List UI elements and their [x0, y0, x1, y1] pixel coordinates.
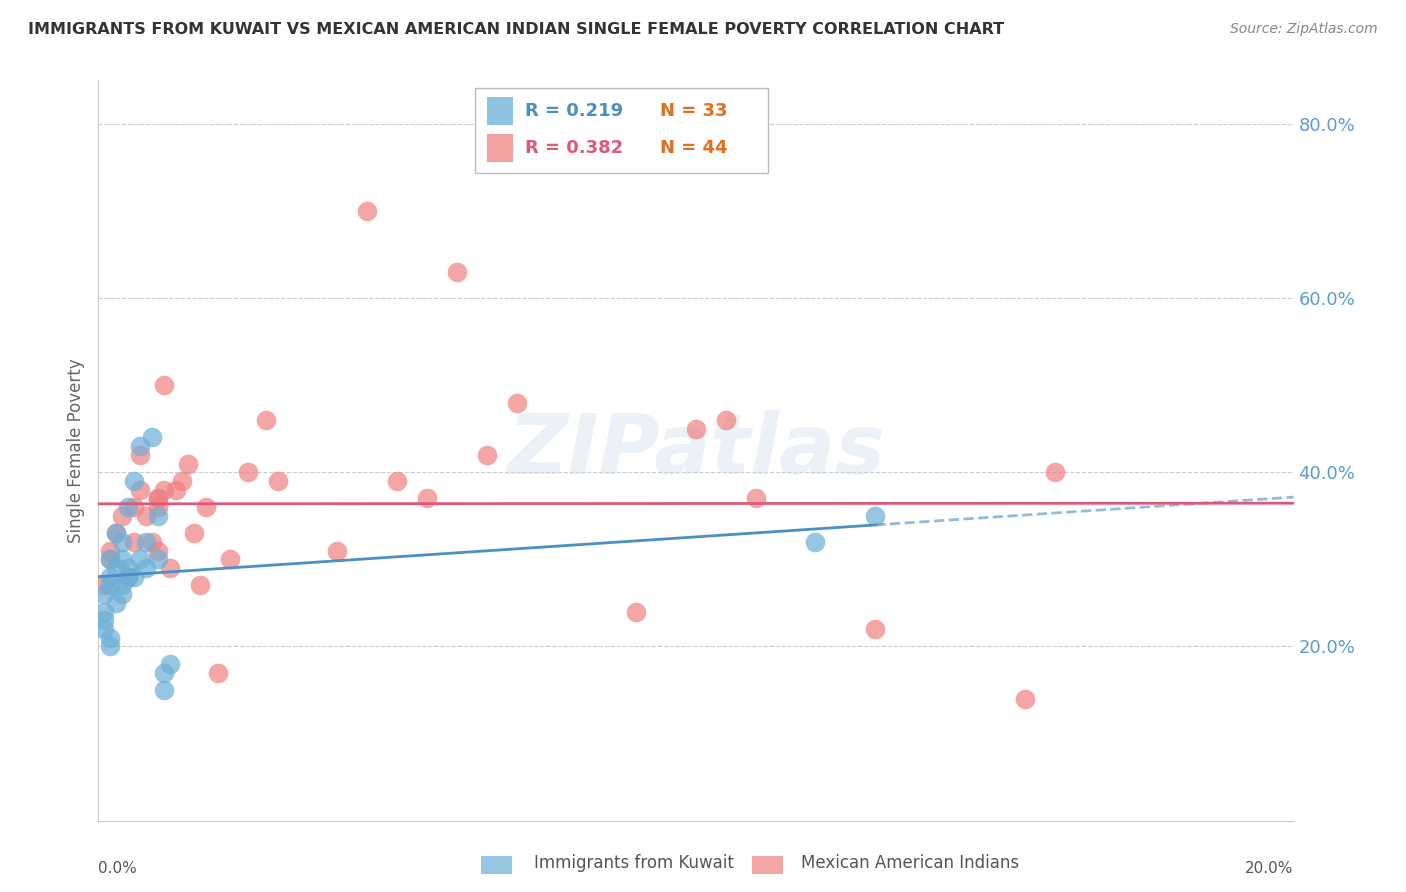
Point — [105, 596, 128, 610]
Point — [385, 474, 409, 488]
Point — [98, 640, 122, 654]
Text: ZIPatlas: ZIPatlas — [508, 410, 884, 491]
Point — [93, 613, 115, 627]
Text: Immigrants from Kuwait: Immigrants from Kuwait — [534, 855, 734, 872]
Point — [105, 561, 128, 575]
Point — [93, 622, 115, 636]
FancyBboxPatch shape — [475, 87, 768, 173]
Point — [626, 605, 648, 619]
Text: R = 0.382: R = 0.382 — [524, 138, 623, 157]
Point — [124, 570, 146, 584]
Point — [153, 683, 176, 698]
Point — [105, 526, 128, 541]
Point — [129, 483, 152, 497]
Point — [98, 543, 122, 558]
Text: Source: ZipAtlas.com: Source: ZipAtlas.com — [1230, 22, 1378, 37]
Point — [124, 535, 146, 549]
Text: N = 33: N = 33 — [661, 102, 728, 120]
Text: 0.0%: 0.0% — [98, 862, 138, 876]
Point — [111, 578, 134, 592]
Point — [98, 631, 122, 645]
Point — [165, 483, 187, 497]
FancyBboxPatch shape — [486, 134, 513, 161]
Y-axis label: Single Female Poverty: Single Female Poverty — [66, 359, 84, 542]
Point — [98, 552, 122, 566]
Point — [98, 570, 122, 584]
Text: N = 44: N = 44 — [661, 138, 728, 157]
Point — [159, 561, 181, 575]
Point — [129, 439, 152, 453]
Point — [135, 561, 157, 575]
Point — [148, 491, 170, 506]
Point — [865, 508, 887, 523]
Point — [98, 578, 122, 592]
Point — [105, 526, 128, 541]
Point — [111, 587, 134, 601]
Point — [475, 448, 498, 462]
Point — [177, 457, 200, 471]
Point — [153, 483, 176, 497]
Point — [93, 605, 115, 619]
Point — [506, 395, 529, 409]
Point — [141, 430, 163, 444]
Point — [148, 508, 170, 523]
Point — [326, 543, 349, 558]
Point — [124, 474, 146, 488]
Point — [129, 552, 152, 566]
Point — [93, 587, 115, 601]
Text: 20.0%: 20.0% — [1246, 862, 1294, 876]
Point — [207, 665, 229, 680]
FancyBboxPatch shape — [486, 96, 513, 125]
Point — [111, 535, 134, 549]
Point — [98, 552, 122, 566]
Point — [111, 552, 134, 566]
Point — [219, 552, 242, 566]
Point — [183, 526, 205, 541]
Text: IMMIGRANTS FROM KUWAIT VS MEXICAN AMERICAN INDIAN SINGLE FEMALE POVERTY CORRELAT: IMMIGRANTS FROM KUWAIT VS MEXICAN AMERIC… — [28, 22, 1004, 37]
Point — [148, 543, 170, 558]
Point — [356, 203, 378, 218]
Point — [172, 474, 194, 488]
Point — [1043, 465, 1066, 479]
Point — [148, 500, 170, 514]
Point — [148, 552, 170, 566]
Point — [153, 378, 176, 392]
Point — [416, 491, 439, 506]
Point — [685, 422, 707, 436]
Point — [188, 578, 211, 592]
Point — [135, 508, 157, 523]
Point — [446, 265, 468, 279]
Point — [117, 561, 139, 575]
Point — [148, 491, 170, 506]
Text: R = 0.219: R = 0.219 — [524, 102, 623, 120]
Point — [195, 500, 218, 514]
Point — [804, 535, 827, 549]
Point — [714, 413, 737, 427]
Point — [117, 570, 139, 584]
Point — [117, 500, 139, 514]
Point — [267, 474, 290, 488]
Point — [129, 448, 152, 462]
Point — [236, 465, 259, 479]
Text: Mexican American Indians: Mexican American Indians — [801, 855, 1019, 872]
Point — [865, 622, 887, 636]
Point — [1014, 691, 1036, 706]
Point — [111, 508, 134, 523]
Point — [159, 657, 181, 671]
Point — [93, 578, 115, 592]
Point — [135, 535, 157, 549]
Point — [141, 535, 163, 549]
Point — [117, 570, 139, 584]
Point — [153, 665, 176, 680]
Point — [745, 491, 768, 506]
Point — [124, 500, 146, 514]
Point — [254, 413, 277, 427]
